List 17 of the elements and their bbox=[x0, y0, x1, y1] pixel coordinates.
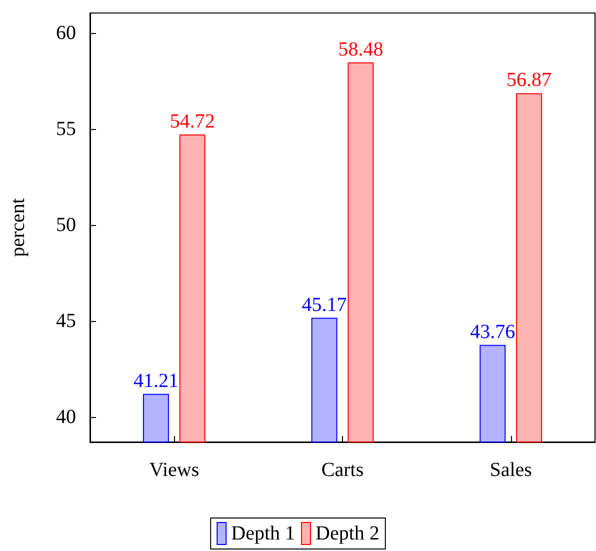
data-label: 45.17 bbox=[302, 294, 347, 316]
y-tick-label: 40 bbox=[56, 406, 76, 428]
data-label: 56.87 bbox=[506, 69, 552, 92]
legend-label: Depth 2 bbox=[316, 522, 380, 544]
legend-label: Depth 1 bbox=[231, 522, 296, 544]
data-label: 58.48 bbox=[338, 38, 384, 60]
y-tick-label: 60 bbox=[56, 22, 76, 44]
data-label: 41.21 bbox=[133, 370, 178, 392]
x-tick-label: Carts bbox=[321, 459, 364, 481]
y-tick-label: 45 bbox=[56, 310, 76, 332]
y-tick-label: 50 bbox=[56, 214, 76, 236]
x-tick-label: Views bbox=[149, 459, 200, 481]
y-tick-label: 55 bbox=[56, 118, 76, 140]
y-axis-title: percent bbox=[7, 198, 29, 257]
data-label: 54.72 bbox=[170, 110, 215, 132]
data-label: 43.76 bbox=[470, 320, 516, 343]
x-tick-label: Sales bbox=[490, 459, 532, 481]
